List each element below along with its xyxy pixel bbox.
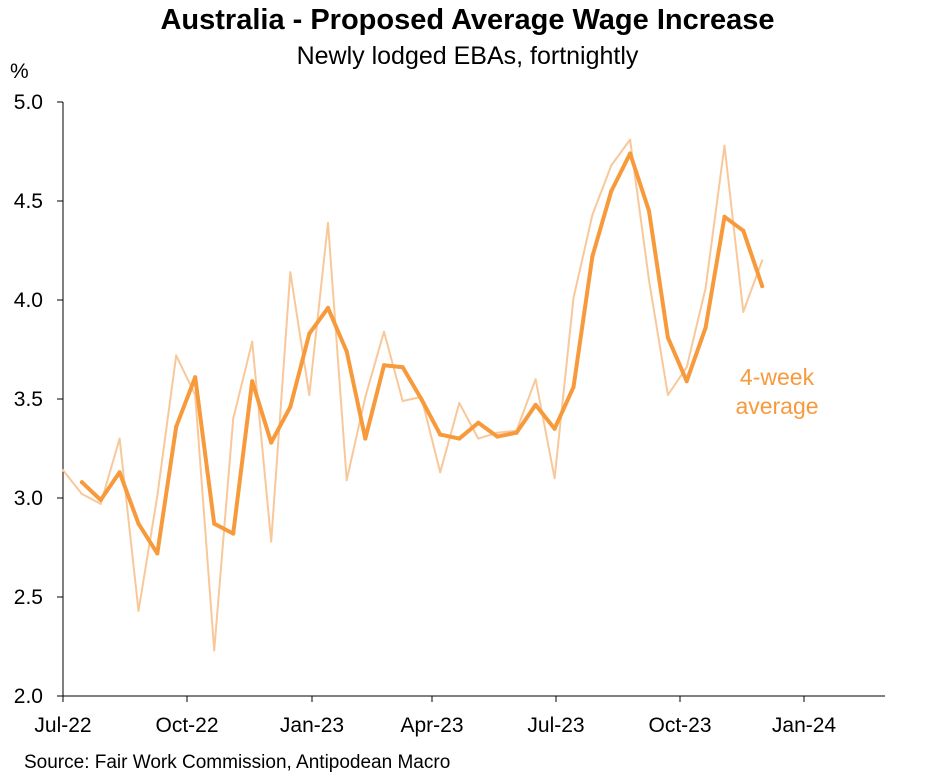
data-point-fortnightly <box>666 394 669 396</box>
data-point-4-week-average <box>609 189 614 194</box>
data-point-fortnightly <box>496 431 499 434</box>
data-point-4-week-average <box>212 521 217 526</box>
data-point-fortnightly <box>439 471 442 474</box>
series-annotation-label: 4-week <box>740 364 815 390</box>
data-point-4-week-average <box>495 434 500 439</box>
data-point-fortnightly <box>251 340 254 343</box>
y-tick-label: 4.0 <box>14 289 43 312</box>
data-point-4-week-average <box>476 420 481 425</box>
data-point-4-week-average <box>590 254 595 259</box>
data-point-fortnightly <box>401 400 404 402</box>
data-point-4-week-average <box>419 397 424 401</box>
x-tick-label: Oct-22 <box>155 714 218 737</box>
data-point-4-week-average <box>684 379 689 384</box>
data-point-4-week-average <box>193 375 198 380</box>
data-point-fortnightly <box>458 402 461 404</box>
data-point-4-week-average <box>307 331 312 336</box>
data-point-4-week-average <box>760 284 765 289</box>
data-point-fortnightly <box>685 366 688 369</box>
data-point-4-week-average <box>250 379 255 384</box>
data-point-fortnightly <box>137 609 140 612</box>
data-point-4-week-average <box>628 151 633 156</box>
data-point-fortnightly <box>477 437 480 440</box>
data-point-fortnightly <box>742 310 745 313</box>
x-tick-label: Jan-23 <box>280 714 344 737</box>
data-point-fortnightly <box>62 469 64 472</box>
data-point-fortnightly <box>648 279 650 282</box>
data-point-4-week-average <box>288 404 293 409</box>
data-point-fortnightly <box>534 378 537 381</box>
data-point-fortnightly <box>308 394 311 396</box>
data-point-fortnightly <box>364 396 367 398</box>
data-point-4-week-average <box>174 424 179 429</box>
data-point-4-week-average <box>552 426 557 431</box>
data-point-4-week-average <box>344 349 349 354</box>
data-point-fortnightly <box>610 164 613 167</box>
series-line-fortnightly <box>62 138 764 652</box>
data-point-4-week-average <box>533 402 538 407</box>
axes: 2.0 2.5 3.0 3.5 4.0 4.5 5.0 Jul-22 Oct-22 Jan-23 A… <box>14 91 885 737</box>
data-point-fortnightly <box>383 330 385 333</box>
x-tick-label: Apr-23 <box>400 714 463 737</box>
data-point-fortnightly <box>629 138 632 141</box>
chart-title: Australia - Proposed Average Wage Increa… <box>160 4 775 36</box>
y-axis-unit: % <box>10 60 29 83</box>
chart-subtitle: Newly lodged EBAs, fortnightly <box>296 42 639 70</box>
source-note: Source: Fair Work Commission, Antipodean… <box>24 752 451 773</box>
data-point-4-week-average <box>438 432 443 437</box>
data-point-fortnightly <box>723 144 726 147</box>
data-point-4-week-average <box>155 551 160 556</box>
data-point-fortnightly <box>591 213 594 216</box>
data-point-fortnightly <box>572 297 575 299</box>
annotations: 4-week average <box>735 364 818 419</box>
data-point-fortnightly <box>118 437 121 440</box>
x-tick-label: Jul-22 <box>34 714 91 737</box>
x-tick-label: Jul-23 <box>527 714 584 737</box>
data-point-fortnightly <box>345 479 348 482</box>
data-point-4-week-average <box>231 531 236 536</box>
data-point-4-week-average <box>382 363 386 368</box>
data-point-fortnightly <box>327 221 329 224</box>
x-tick-label: Jan-24 <box>772 714 837 737</box>
data-point-4-week-average <box>514 430 519 435</box>
y-tick-label: 3.5 <box>14 388 43 411</box>
data-point-4-week-average <box>79 480 84 485</box>
data-point-4-week-average <box>363 436 368 441</box>
y-tick-label: 2.5 <box>14 586 43 609</box>
data-point-fortnightly <box>99 502 102 505</box>
data-point-fortnightly <box>270 540 273 543</box>
data-point-4-week-average <box>136 521 141 526</box>
y-tick-label: 4.5 <box>14 190 43 213</box>
data-point-4-week-average <box>326 305 330 310</box>
data-point-4-week-average <box>269 440 274 445</box>
series-annotation-label: average <box>735 393 818 419</box>
data-point-4-week-average <box>571 385 576 390</box>
data-point-4-week-average <box>457 436 462 441</box>
y-tick-label: 3.0 <box>14 487 43 510</box>
data-point-fortnightly <box>80 493 83 495</box>
y-tick-label: 5.0 <box>14 91 43 114</box>
data-point-fortnightly <box>232 417 235 420</box>
data-point-4-week-average <box>703 325 708 330</box>
data-point-fortnightly <box>156 495 159 497</box>
data-point-fortnightly <box>761 259 764 262</box>
data-point-fortnightly <box>553 477 556 480</box>
x-tick-label: Oct-23 <box>648 714 711 737</box>
data-point-fortnightly <box>175 354 178 357</box>
data-point-fortnightly <box>704 287 707 290</box>
data-point-4-week-average <box>98 498 103 502</box>
data-point-4-week-average <box>400 365 405 370</box>
series-group <box>62 138 765 652</box>
data-point-fortnightly <box>213 649 216 652</box>
data-point-fortnightly <box>289 271 292 274</box>
y-tick-label: 2.0 <box>14 685 43 708</box>
data-point-4-week-average <box>117 470 122 475</box>
data-point-4-week-average <box>665 335 670 340</box>
data-point-4-week-average <box>647 208 651 213</box>
data-point-4-week-average <box>722 214 727 219</box>
data-point-4-week-average <box>741 228 746 233</box>
